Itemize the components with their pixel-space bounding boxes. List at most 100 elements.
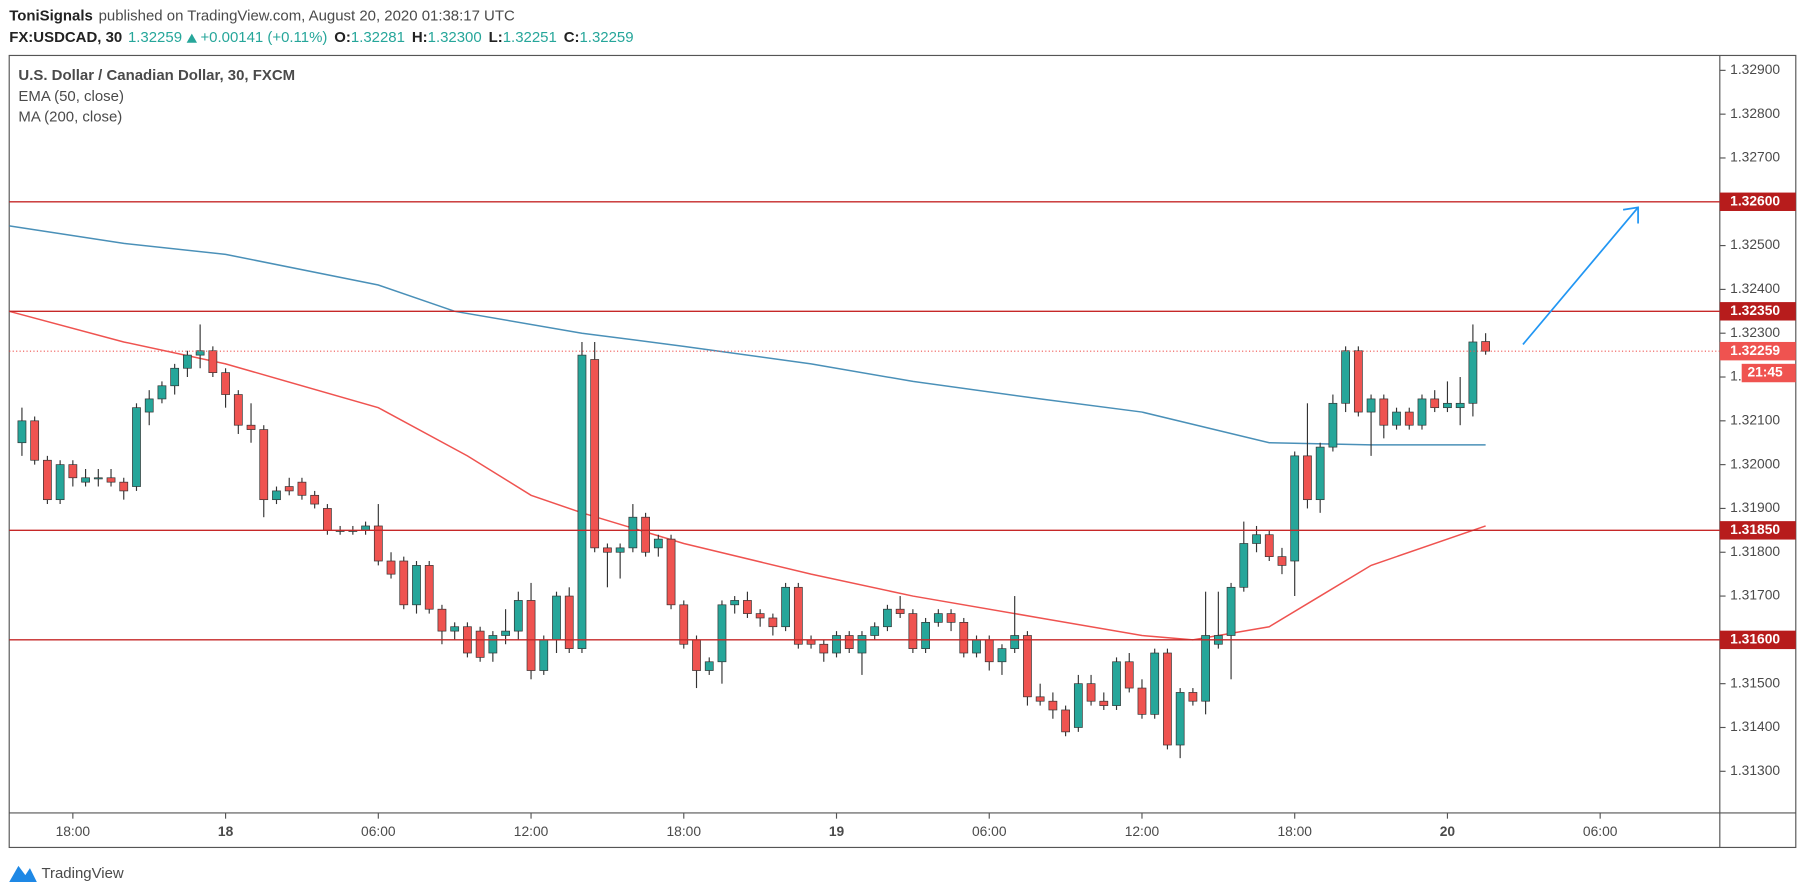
candle-body [1061, 709, 1070, 733]
candle-body [743, 600, 752, 614]
last-price: 1.32259 [128, 29, 182, 46]
countdown-tag [1741, 363, 1796, 383]
candle-body [1188, 692, 1198, 702]
candle-body [1392, 411, 1401, 426]
legend-ema: EMA (50, close) [18, 88, 124, 105]
plot-area [9, 201, 1720, 759]
candle-body [43, 459, 52, 501]
candle-body [603, 547, 612, 553]
legend-title: U.S. Dollar / Canadian Dollar, 30, FXCM [18, 67, 295, 84]
candle-body [666, 538, 676, 606]
candle-body [1010, 635, 1020, 649]
candle-body [157, 385, 167, 400]
publisher[interactable]: ToniSignals [9, 7, 93, 24]
candle-body [857, 635, 867, 654]
candle-body [310, 494, 320, 505]
level-label: 1.31850 [1730, 521, 1780, 537]
ohlc-value: 1.32281 [351, 29, 405, 46]
candle-body [513, 600, 523, 632]
candle-body [653, 538, 663, 549]
ohlc-key: C: [564, 29, 580, 46]
x-tick-label: 12:00 [514, 823, 549, 839]
ohlc-value: 1.32259 [579, 29, 633, 46]
candle-body [1277, 556, 1287, 566]
candle-body [17, 420, 27, 444]
ma-line [9, 225, 1486, 446]
candle-body [119, 481, 129, 492]
y-tick-label: 1.31400 [1730, 718, 1780, 734]
candle-body [870, 626, 880, 636]
candle-body [55, 464, 65, 501]
legend-ma: MA (200, close) [18, 109, 122, 126]
candle-body [170, 367, 180, 387]
y-tick-label: 1.32800 [1730, 105, 1780, 121]
x-tick-label: 06:00 [972, 823, 1007, 839]
candle-body [1290, 455, 1300, 562]
candle-body [373, 525, 383, 562]
candle-body [1353, 350, 1363, 413]
y-tick-label: 1.32700 [1730, 149, 1780, 165]
candle-body [793, 586, 803, 645]
up-icon [186, 33, 197, 43]
candle-body [768, 617, 778, 628]
candle-body [819, 643, 829, 654]
candle-body [692, 639, 701, 671]
candle-body [1468, 341, 1478, 404]
candle-body [526, 600, 536, 671]
candle-body [488, 635, 498, 654]
last-price-tag [1719, 341, 1796, 361]
candle-body [259, 429, 269, 501]
candle-body [539, 639, 549, 671]
candle-body [246, 424, 256, 430]
level-tag [1719, 630, 1796, 650]
x-tick-label: 06:00 [1583, 823, 1618, 839]
y-tick-label: 1.31900 [1730, 499, 1780, 515]
candle-body [1099, 700, 1109, 706]
candle-body [1073, 683, 1083, 728]
x-tick-label: 18:00 [56, 823, 91, 839]
candle-body [386, 560, 396, 575]
x-tick-label: 06:00 [361, 823, 396, 839]
candle-body [450, 626, 460, 632]
candle-body [844, 635, 854, 649]
candle-body [1455, 402, 1465, 409]
candle-body [1252, 534, 1261, 544]
candle-body [832, 635, 841, 654]
candle-body [679, 604, 689, 645]
candle-body [1124, 661, 1134, 689]
candle-body [1430, 398, 1440, 409]
ohlc-key: L: [489, 29, 503, 46]
candle-body [1264, 534, 1274, 557]
candle-body [144, 398, 154, 413]
y-tick-label: 1.31800 [1730, 543, 1780, 559]
candle-body [552, 595, 561, 641]
candle-body [323, 508, 332, 531]
candle-body [221, 372, 230, 395]
arrow-head [1622, 206, 1639, 224]
candle-body [590, 359, 600, 549]
published: published on TradingView.com, August 20,… [99, 7, 515, 24]
candle-body [284, 486, 294, 492]
candle-body [68, 464, 78, 479]
y-tick-label: 1.31300 [1730, 762, 1780, 778]
arrow-line [1522, 206, 1639, 345]
level-tag [1719, 192, 1796, 211]
candle-body [946, 613, 956, 623]
candle-body [997, 648, 1007, 663]
candle-body [1048, 700, 1058, 711]
candle-body [272, 490, 281, 501]
candle-body [755, 613, 765, 619]
candle-body [93, 477, 103, 480]
x-tick-label: 19 [829, 823, 845, 839]
candle-body [730, 600, 740, 606]
candle-body [412, 565, 421, 606]
level-tag [1719, 521, 1796, 540]
candle-body [1150, 652, 1160, 715]
candle-body [475, 630, 485, 658]
candle-body [1303, 455, 1312, 501]
brand: TradingView [41, 865, 123, 882]
level-label: 1.32350 [1730, 302, 1780, 318]
candle-body [615, 547, 625, 553]
arrow-drawing [1522, 206, 1639, 345]
